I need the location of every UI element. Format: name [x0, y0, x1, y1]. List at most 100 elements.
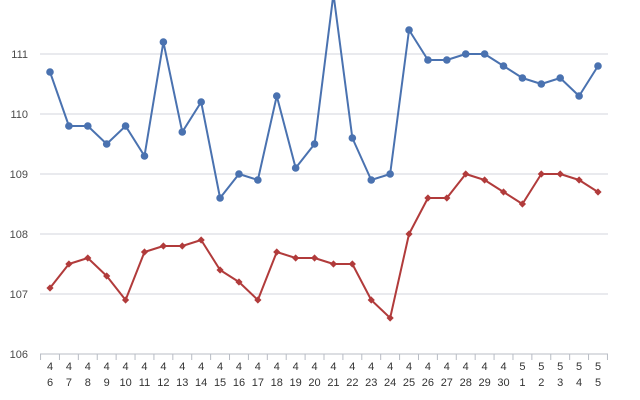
- series-1-point: [575, 92, 583, 100]
- x-tick-label-month: 4: [330, 361, 336, 373]
- series-2-point: [499, 188, 508, 196]
- series-1-point: [254, 176, 262, 184]
- x-tick-label-day: 20: [308, 377, 320, 389]
- series-1-line: [49, 0, 599, 199]
- series-1-point: [121, 122, 130, 130]
- series-2-point: [367, 296, 375, 304]
- x-tick-label-month: 4: [311, 361, 317, 373]
- series-1-point: [594, 62, 602, 70]
- series-2-point: [46, 284, 54, 292]
- x-tick-label-day: 29: [478, 377, 490, 389]
- series-1-point: [83, 122, 92, 130]
- x-tick-label-day: 19: [290, 377, 302, 389]
- x-tick-label-month: 4: [160, 361, 166, 373]
- series-1-point: [386, 170, 394, 178]
- y-tick-label: 110: [10, 109, 28, 121]
- x-tick-label-month: 4: [482, 361, 488, 373]
- x-tick-label-day: 4: [576, 377, 582, 389]
- x-tick-label-month: 4: [255, 361, 261, 373]
- x-tick-label-day: 21: [327, 377, 339, 389]
- series-1-point: [197, 98, 205, 106]
- x-tick-label-month: 4: [104, 361, 110, 373]
- series-1-point: [480, 50, 489, 58]
- axes: 1061071081091101114647484941041141241341…: [10, 49, 608, 389]
- series-2-point: [292, 254, 300, 262]
- series-1-point: [272, 92, 281, 100]
- x-tick-label-day: 17: [252, 377, 264, 389]
- x-tick-label-day: 22: [346, 377, 358, 389]
- series-2-point: [65, 260, 73, 268]
- series-2-point: [386, 314, 394, 322]
- series-2-point: [329, 260, 338, 268]
- x-tick-label-month: 5: [538, 361, 544, 373]
- series-1-point: [405, 26, 413, 34]
- x-tick-label-day: 24: [384, 377, 396, 389]
- x-tick-label-month: 4: [236, 361, 242, 373]
- x-tick-label-month: 4: [425, 361, 431, 373]
- x-tick-label-day: 8: [85, 377, 91, 389]
- series-1-point: [46, 68, 54, 76]
- series-markers: [46, 26, 602, 322]
- series-1-point: [518, 74, 527, 82]
- series-2-point: [443, 194, 451, 202]
- x-tick-label-month: 4: [406, 361, 412, 373]
- x-tick-label-day: 16: [233, 377, 245, 389]
- series-2-point: [159, 242, 167, 250]
- series-1-point: [102, 140, 111, 148]
- series-1-point: [291, 164, 300, 172]
- x-tick-label-day: 3: [557, 377, 563, 389]
- x-tick-label-month: 4: [123, 361, 129, 373]
- x-tick-label-month: 4: [179, 361, 185, 373]
- x-tick-label-day: 25: [403, 377, 415, 389]
- y-tick-label: 107: [10, 289, 28, 301]
- x-tick-label-month: 5: [576, 361, 582, 373]
- x-tick-label-day: 30: [497, 377, 509, 389]
- series-1-point: [310, 140, 319, 148]
- series-2-point: [481, 176, 489, 184]
- series-1-point: [348, 134, 357, 142]
- x-tick-label-month: 4: [293, 361, 299, 373]
- series-1-point: [367, 176, 376, 184]
- series-2-point: [235, 278, 243, 286]
- x-tick-label-month: 4: [66, 361, 72, 373]
- y-tick-label: 108: [10, 229, 28, 241]
- series-2-point: [121, 296, 130, 304]
- x-tick-label-day: 2: [538, 377, 544, 389]
- series-2-point: [348, 260, 356, 268]
- y-tick-label: 111: [11, 49, 28, 61]
- series-2-point: [405, 230, 413, 238]
- series-1-point: [443, 56, 451, 64]
- series-2-line: [49, 173, 599, 319]
- x-tick-label-month: 4: [387, 361, 393, 373]
- x-tick-label-month: 4: [444, 361, 450, 373]
- x-tick-label-day: 5: [595, 377, 601, 389]
- x-tick-label-day: 12: [157, 377, 169, 389]
- series-1-point: [178, 128, 187, 136]
- y-tick-label: 109: [10, 169, 28, 181]
- x-tick-label-day: 7: [66, 377, 72, 389]
- x-tick-label-month: 4: [217, 361, 223, 373]
- x-tick-label-day: 13: [176, 377, 188, 389]
- x-tick-label-day: 14: [195, 377, 207, 389]
- series-1-point: [65, 122, 73, 130]
- x-tick-label-day: 27: [441, 377, 453, 389]
- series-2-point: [310, 254, 319, 262]
- series-1-point: [216, 194, 224, 202]
- x-tick-label-month: 4: [198, 361, 204, 373]
- x-tick-label-month: 5: [557, 361, 563, 373]
- series-2-point: [178, 242, 186, 250]
- x-tick-label-month: 4: [141, 361, 147, 373]
- series-2-point: [556, 170, 564, 178]
- x-tick-label-month: 4: [368, 361, 374, 373]
- x-tick-label-month: 4: [47, 361, 53, 373]
- x-tick-label-day: 9: [104, 377, 110, 389]
- x-tick-label-month: 5: [519, 361, 525, 373]
- series-1-point: [537, 80, 546, 88]
- series-1-point: [140, 152, 149, 160]
- x-tick-label-day: 23: [365, 377, 377, 389]
- series-2-point: [594, 188, 602, 196]
- series-2-point: [575, 176, 583, 184]
- x-tick-label-day: 28: [460, 377, 472, 389]
- x-tick-label-month: 4: [274, 361, 280, 373]
